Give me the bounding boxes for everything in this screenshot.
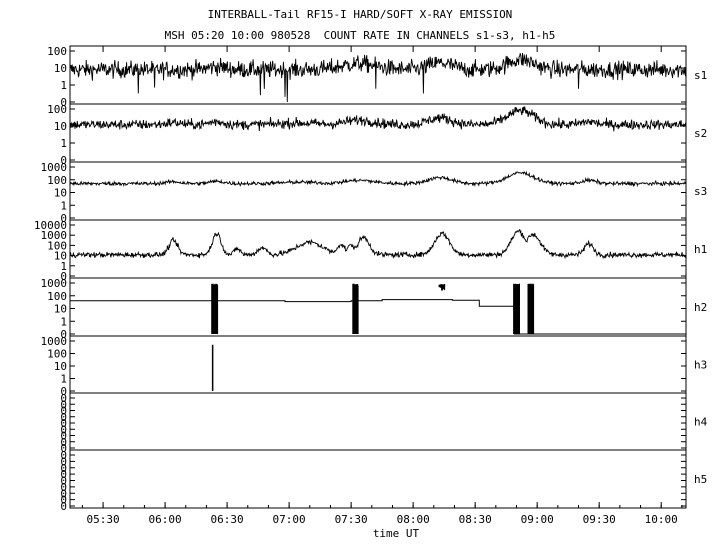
chart-title: INTERBALL-Tail RF15-I HARD/SOFT X-RAY EM… xyxy=(207,8,513,21)
x-tick-label: 09:00 xyxy=(521,513,554,526)
burst-h2 xyxy=(438,284,446,291)
y-tick-label: 0 xyxy=(60,96,67,109)
y-tick-label: 1000 xyxy=(41,161,68,174)
y-tick-label: 0 xyxy=(60,455,67,468)
series-s2 xyxy=(69,106,687,132)
y-tick-label: 1000 xyxy=(41,277,68,290)
x-tick-label: 05:30 xyxy=(87,513,120,526)
y-tick-label: 10000 xyxy=(34,219,67,232)
y-tick-label: 0 xyxy=(60,462,67,475)
y-tick-label: 0 xyxy=(60,468,67,481)
series-h1 xyxy=(69,228,687,260)
y-tick-label: 1 xyxy=(60,199,67,212)
y-tick-label: 10 xyxy=(54,62,67,75)
x-tick-label: 06:00 xyxy=(149,513,182,526)
x-tick-label: 08:30 xyxy=(459,513,492,526)
panel-label-h1: h1 xyxy=(694,243,707,256)
y-tick-label: 0 xyxy=(60,392,67,405)
y-tick-label: 0 xyxy=(60,500,67,513)
y-tick-label: 1000 xyxy=(41,229,68,242)
y-tick-label: 0 xyxy=(60,212,67,225)
chart-subtitle: MSH 05:20 10:00 980528 COUNT RATE IN CHA… xyxy=(164,29,556,42)
y-tick-label: 0 xyxy=(60,481,67,494)
panel-label-h4: h4 xyxy=(694,416,708,429)
y-tick-label: 0 xyxy=(60,328,67,341)
panel-label-s3: s3 xyxy=(694,185,707,198)
y-tick-label: 100 xyxy=(47,174,67,187)
y-tick-label: 0 xyxy=(60,385,67,398)
x-axis-label: time UT xyxy=(373,527,420,540)
panel-label-h3: h3 xyxy=(694,359,707,372)
y-tick-label: 0 xyxy=(60,411,67,424)
y-tick-label: 100 xyxy=(47,239,67,252)
y-tick-label: 1 xyxy=(60,137,67,150)
y-tick-label: 100 xyxy=(47,103,67,116)
y-tick-label: 0 xyxy=(60,154,67,167)
y-tick-label: 100 xyxy=(47,348,67,361)
y-tick-label: 0 xyxy=(60,405,67,418)
x-tick-label: 07:30 xyxy=(335,513,368,526)
panel-label-s1: s1 xyxy=(694,69,707,82)
x-tick-label: 07:00 xyxy=(273,513,306,526)
y-tick-label: 10 xyxy=(54,250,67,263)
burst-h2 xyxy=(527,283,535,334)
y-tick-label: 10 xyxy=(54,120,67,133)
y-tick-label: 0 xyxy=(60,417,67,430)
y-tick-label: 1 xyxy=(60,373,67,386)
y-tick-label: 10 xyxy=(54,360,67,373)
x-tick-label: 08:00 xyxy=(397,513,430,526)
y-tick-label: 1 xyxy=(60,260,67,273)
x-tick-label: 06:30 xyxy=(211,513,244,526)
panel-label-h2: h2 xyxy=(694,301,707,314)
y-tick-label: 0 xyxy=(60,449,67,462)
series-h2 xyxy=(70,299,687,335)
y-tick-label: 0 xyxy=(60,487,67,500)
y-tick-label: 10 xyxy=(54,303,67,316)
y-tick-label: 0 xyxy=(60,475,67,488)
y-tick-label: 0 xyxy=(60,494,67,507)
panel-label-h5: h5 xyxy=(694,473,707,486)
series-s1 xyxy=(69,52,687,103)
y-tick-label: 1000 xyxy=(41,335,68,348)
y-tick-label: 100 xyxy=(47,290,67,303)
y-tick-label: 0 xyxy=(60,436,67,449)
series-s3 xyxy=(69,170,687,188)
burst-h2 xyxy=(211,283,219,334)
panel-label-s2: s2 xyxy=(694,127,707,140)
y-tick-label: 0 xyxy=(60,398,67,411)
y-tick-label: 0 xyxy=(60,270,67,283)
burst-h2 xyxy=(513,283,520,334)
y-tick-label: 1 xyxy=(60,79,67,92)
y-tick-label: 100 xyxy=(47,45,67,58)
y-tick-label: 10 xyxy=(54,187,67,200)
x-tick-label: 10:00 xyxy=(645,513,678,526)
y-tick-label: 0 xyxy=(60,423,67,436)
y-tick-label: 0 xyxy=(60,442,67,455)
x-tick-label: 09:30 xyxy=(583,513,616,526)
burst-h2 xyxy=(352,283,359,334)
plot-frame xyxy=(69,45,687,509)
y-tick-label: 0 xyxy=(60,430,67,443)
y-tick-label: 1 xyxy=(60,315,67,328)
